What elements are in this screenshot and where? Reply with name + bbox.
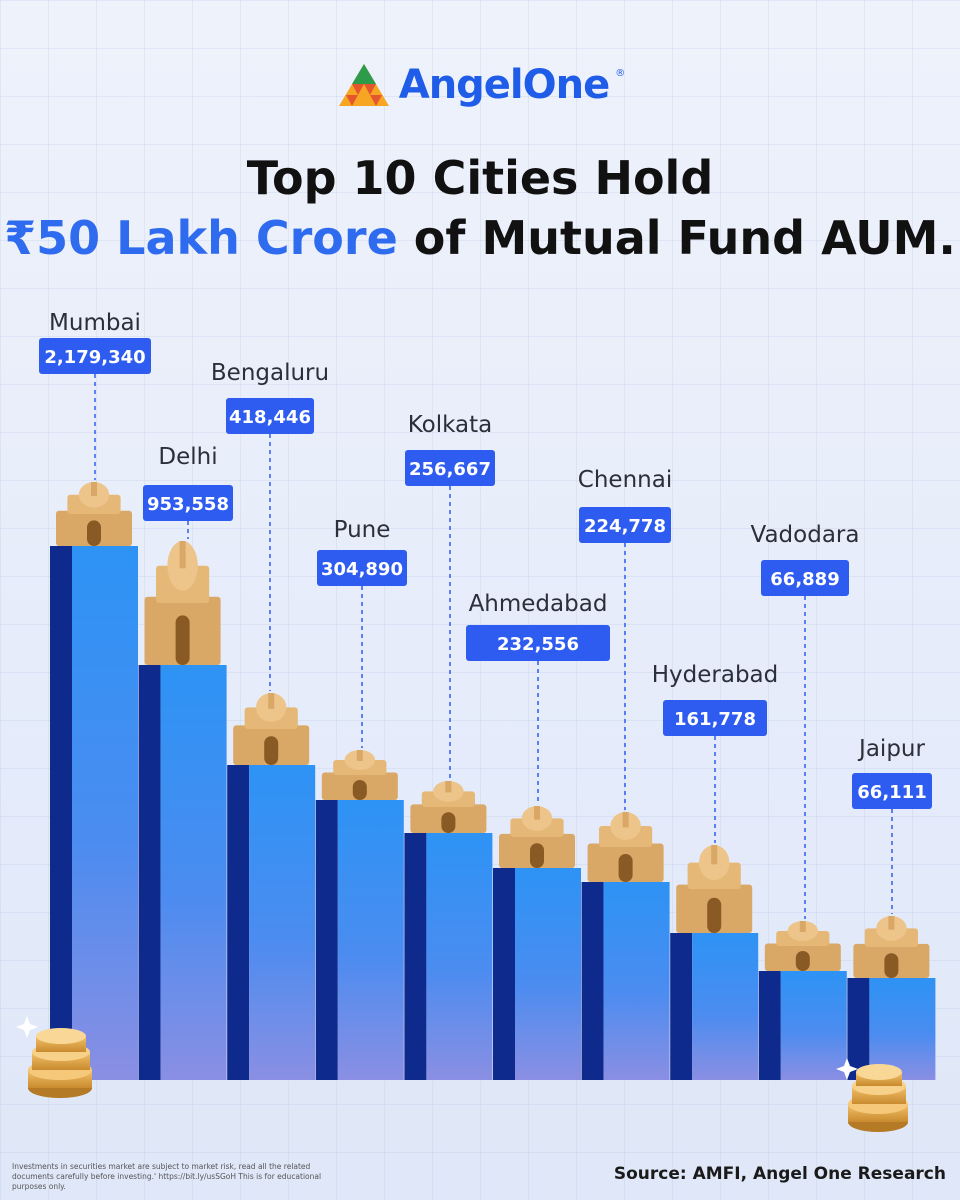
landmark-jaipur-icon <box>853 916 930 978</box>
coin-stack-right-icon <box>836 1058 908 1132</box>
landmark-bengaluru-icon <box>233 693 310 765</box>
landmark-hyderabad-icon <box>676 845 753 933</box>
bar-chennai <box>581 812 670 1080</box>
bar-ahmedabad <box>493 806 581 1080</box>
bars-layer <box>50 482 936 1080</box>
city-label-bengaluru: Bengaluru <box>211 360 329 386</box>
value-label-vadodara: 66,889 <box>770 569 839 590</box>
bar-side-chennai <box>581 882 604 1080</box>
bar-front-mumbai <box>72 546 138 1080</box>
value-box-jaipur <box>852 773 932 809</box>
bar-front-hyderabad <box>692 933 759 1080</box>
landmark-kolkata-icon <box>410 781 487 833</box>
bar-front-bengaluru <box>249 765 316 1080</box>
bar-bengaluru <box>227 693 316 1080</box>
bar-kolkata <box>404 781 493 1080</box>
angel-one-triangle-icon <box>338 64 389 106</box>
value-label-pune: 304,890 <box>321 559 403 580</box>
brand-logo: AngelOne ® <box>0 62 960 108</box>
value-label-chennai: 224,778 <box>584 516 666 537</box>
value-box-kolkata <box>405 450 495 486</box>
city-label-jaipur: Jaipur <box>857 736 925 762</box>
value-label-mumbai: 2,179,340 <box>44 347 145 368</box>
value-label-bengaluru: 418,446 <box>229 407 311 428</box>
landmark-vadodara-icon <box>764 921 841 971</box>
bar-side-hyderabad <box>670 933 693 1080</box>
labels-layer: 2,179,340 Mumbai 953,558 Delhi 418,446 Bengal… <box>39 310 932 919</box>
value-label-ahmedabad: 232,556 <box>497 634 579 655</box>
city-label-ahmedabad: Ahmedabad <box>469 591 608 617</box>
bar-side-bengaluru <box>227 765 250 1080</box>
value-box-mumbai <box>39 338 151 374</box>
bar-vadodara <box>758 921 847 1080</box>
value-box-vadodara <box>761 560 849 596</box>
bar-front-pune <box>337 800 404 1080</box>
bar-side-jaipur <box>847 978 870 1080</box>
coins-layer <box>16 1016 908 1132</box>
bar-delhi <box>138 541 227 1080</box>
city-label-chennai: Chennai <box>578 467 672 493</box>
value-box-delhi <box>143 485 233 521</box>
disclaimer-text: Investments in securities market are sub… <box>12 1162 322 1191</box>
city-label-pune: Pune <box>334 517 391 543</box>
value-label-kolkata: 256,667 <box>409 459 491 480</box>
title-line-2: ₹50 Lakh Crore of Mutual Fund AUM. <box>0 208 960 268</box>
brand-name: AngelOne <box>398 62 611 108</box>
landmark-chennai-icon <box>587 812 664 882</box>
bar-front-jaipur <box>869 978 936 1080</box>
value-box-hyderabad <box>663 700 767 736</box>
landmark-delhi-icon <box>144 541 221 665</box>
bar-jaipur <box>847 916 936 1080</box>
bar-front-vadodara <box>780 971 847 1080</box>
coin-stack-left-icon <box>16 1016 92 1098</box>
value-box-ahmedabad <box>466 625 610 661</box>
landmark-mumbai-icon <box>56 482 132 546</box>
bar-mumbai <box>50 482 138 1080</box>
city-label-kolkata: Kolkata <box>408 412 493 438</box>
source-text: Source: AMFI, Angel One Research <box>613 1164 946 1184</box>
value-box-pune <box>317 550 407 586</box>
title-line-2-rest: of Mutual Fund AUM. <box>397 211 956 265</box>
bar-side-mumbai <box>50 546 72 1080</box>
bar-side-delhi <box>138 665 161 1080</box>
title-line-1: Top 10 Cities Hold <box>246 151 714 205</box>
bar-pune <box>315 750 404 1080</box>
value-label-hyderabad: 161,778 <box>674 709 756 730</box>
landmark-pune-icon <box>321 750 398 800</box>
bar-hyderabad <box>670 845 759 1080</box>
bar-front-delhi <box>160 665 227 1080</box>
bar-front-kolkata <box>426 833 493 1080</box>
bar-front-ahmedabad <box>515 868 581 1080</box>
value-label-delhi: 953,558 <box>147 494 229 515</box>
city-label-delhi: Delhi <box>158 444 217 470</box>
page-title: Top 10 Cities Hold ₹50 Lakh Crore of Mut… <box>0 148 960 268</box>
landmark-ahmedabad-icon <box>499 806 575 868</box>
city-label-mumbai: Mumbai <box>49 310 141 336</box>
value-label-jaipur: 66,111 <box>857 782 926 803</box>
title-highlight: ₹50 Lakh Crore <box>4 211 398 265</box>
city-label-hyderabad: Hyderabad <box>652 662 779 688</box>
bar-front-chennai <box>603 882 670 1080</box>
registered-mark: ® <box>615 68 626 79</box>
value-box-bengaluru <box>226 398 314 434</box>
bar-side-ahmedabad <box>493 868 515 1080</box>
value-box-chennai <box>579 507 671 543</box>
city-label-vadodara: Vadodara <box>751 522 860 548</box>
bar-side-vadodara <box>758 971 781 1080</box>
bar-side-pune <box>315 800 338 1080</box>
bar-side-kolkata <box>404 833 427 1080</box>
